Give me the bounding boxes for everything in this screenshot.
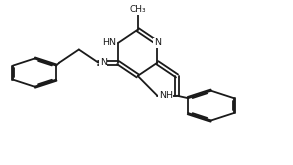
Text: N: N <box>100 58 107 67</box>
Text: N: N <box>154 38 161 47</box>
Text: HN: HN <box>103 38 117 47</box>
Text: CH₃: CH₃ <box>130 5 146 14</box>
Text: NH: NH <box>159 91 173 100</box>
